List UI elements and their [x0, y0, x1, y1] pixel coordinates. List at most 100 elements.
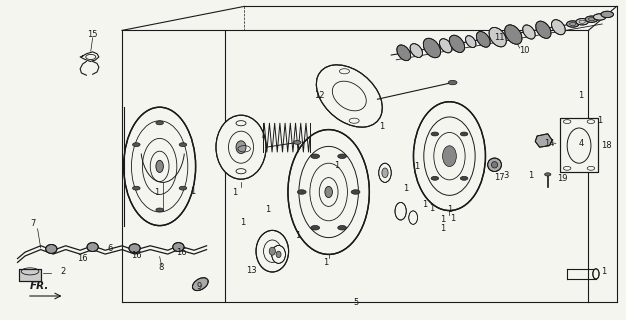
Text: 1: 1 [602, 267, 607, 276]
Ellipse shape [410, 44, 423, 58]
Text: 16: 16 [78, 254, 88, 263]
Polygon shape [19, 269, 41, 281]
Ellipse shape [379, 163, 391, 182]
Text: 1: 1 [190, 187, 195, 196]
Circle shape [294, 140, 301, 144]
Text: 1: 1 [323, 258, 328, 267]
Text: 17: 17 [495, 173, 505, 182]
Ellipse shape [236, 141, 246, 154]
Text: 1: 1 [447, 205, 452, 214]
Text: 2: 2 [60, 267, 65, 276]
Circle shape [179, 143, 187, 147]
Ellipse shape [423, 38, 441, 58]
Polygon shape [535, 134, 552, 147]
Ellipse shape [325, 186, 332, 198]
Ellipse shape [216, 115, 266, 179]
Ellipse shape [276, 251, 281, 258]
Ellipse shape [552, 20, 565, 35]
Ellipse shape [523, 25, 535, 39]
Circle shape [297, 190, 306, 194]
Text: 1: 1 [422, 200, 427, 209]
Ellipse shape [316, 65, 382, 127]
Circle shape [460, 132, 468, 136]
Ellipse shape [413, 102, 486, 211]
Text: 7: 7 [30, 220, 35, 228]
Text: 1: 1 [441, 224, 446, 233]
Ellipse shape [87, 243, 98, 252]
Ellipse shape [256, 230, 289, 272]
Text: 1: 1 [414, 162, 419, 171]
Ellipse shape [466, 36, 476, 48]
Text: 1: 1 [240, 218, 245, 227]
Circle shape [576, 19, 588, 25]
Circle shape [545, 173, 551, 176]
Ellipse shape [536, 21, 551, 38]
Text: 3: 3 [503, 171, 508, 180]
Ellipse shape [288, 130, 369, 254]
Circle shape [460, 176, 468, 180]
Circle shape [431, 132, 439, 136]
Text: 1: 1 [379, 122, 384, 131]
Ellipse shape [156, 160, 163, 172]
Text: 1: 1 [578, 91, 583, 100]
Text: 1: 1 [528, 171, 533, 180]
Text: 10: 10 [520, 46, 530, 55]
Text: 1: 1 [334, 161, 339, 170]
Circle shape [310, 154, 320, 158]
Text: 1: 1 [440, 215, 445, 224]
Ellipse shape [593, 269, 599, 279]
Text: 1: 1 [295, 231, 300, 240]
Ellipse shape [192, 278, 208, 291]
Text: 9: 9 [197, 282, 202, 291]
Ellipse shape [488, 158, 501, 172]
Text: 18: 18 [601, 141, 611, 150]
Text: 1: 1 [450, 214, 455, 223]
Ellipse shape [173, 243, 184, 252]
Ellipse shape [476, 31, 490, 47]
Text: 1: 1 [429, 204, 434, 212]
Circle shape [351, 190, 360, 194]
Polygon shape [560, 118, 598, 172]
Text: 1: 1 [232, 188, 237, 196]
Ellipse shape [123, 107, 195, 226]
Text: 5: 5 [353, 298, 358, 307]
Circle shape [133, 186, 140, 190]
Text: 1: 1 [597, 116, 602, 125]
Ellipse shape [409, 211, 418, 224]
Circle shape [593, 14, 606, 20]
Ellipse shape [449, 35, 464, 52]
Ellipse shape [489, 28, 506, 47]
Text: 16: 16 [131, 252, 141, 260]
Ellipse shape [395, 202, 406, 220]
Text: 8: 8 [159, 263, 164, 272]
Circle shape [431, 176, 439, 180]
Text: 15: 15 [88, 30, 98, 39]
Text: 1: 1 [265, 205, 270, 214]
Text: 4: 4 [578, 139, 583, 148]
Circle shape [601, 11, 613, 18]
Ellipse shape [46, 244, 57, 253]
Circle shape [338, 226, 347, 230]
Ellipse shape [272, 245, 285, 263]
Ellipse shape [382, 168, 388, 178]
Circle shape [448, 80, 457, 85]
Text: 1: 1 [403, 184, 408, 193]
Ellipse shape [269, 247, 275, 255]
Text: 16: 16 [177, 248, 187, 257]
Text: 1: 1 [154, 188, 159, 196]
Circle shape [133, 143, 140, 147]
Ellipse shape [443, 146, 456, 167]
Text: 11: 11 [495, 33, 505, 42]
Ellipse shape [491, 162, 498, 168]
Circle shape [310, 226, 320, 230]
Circle shape [156, 121, 163, 125]
Text: 14: 14 [545, 139, 555, 148]
Circle shape [156, 208, 163, 212]
Ellipse shape [439, 39, 452, 53]
Ellipse shape [505, 25, 522, 44]
Circle shape [338, 154, 347, 158]
Circle shape [179, 186, 187, 190]
Ellipse shape [129, 244, 140, 253]
Text: FR.: FR. [30, 281, 49, 292]
Circle shape [567, 21, 579, 27]
